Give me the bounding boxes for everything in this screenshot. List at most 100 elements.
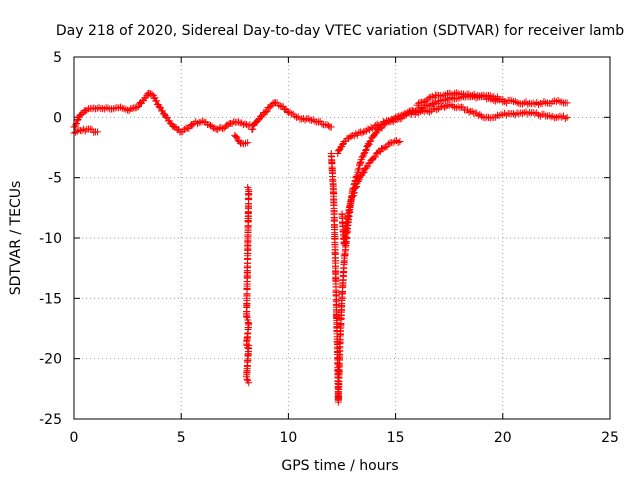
data-point [384,140,392,148]
data-point [334,150,342,158]
data-point [540,98,548,106]
data-point [444,101,452,109]
data-point [470,90,478,98]
data-point [433,99,441,107]
data-point [422,106,430,114]
data-point [527,100,535,108]
data-point [561,115,569,123]
data-point [447,101,455,109]
data-point [318,120,326,128]
data-point [511,111,519,119]
data-point [208,122,216,130]
data-point [155,102,163,110]
data-point [373,129,381,137]
data-point [238,119,246,127]
series-early-lower-track [70,125,102,137]
data-point [362,146,370,154]
data-point [243,120,251,128]
data-point [360,168,368,176]
data-point [511,97,519,105]
x-tick-label: 10 [279,430,297,446]
data-point [561,99,569,107]
data-point [394,138,402,146]
data-point [242,139,250,147]
data-point [452,89,460,97]
data-point [235,118,243,126]
data-point [215,124,223,132]
x-tick-label: 15 [387,430,405,446]
data-point [263,107,271,115]
data-point [153,97,161,105]
data-point [358,129,366,137]
series-storm-track-2 [338,137,404,248]
data-point [438,92,446,100]
data-point [422,97,430,105]
data-point [249,125,257,133]
data-point [540,110,548,118]
data-point [359,153,367,161]
data-point [143,91,151,99]
y-tick-label: -20 [39,352,62,368]
data-point [402,111,410,119]
data-point [384,116,392,124]
data-point [180,125,188,133]
data-point [551,114,559,122]
data-point [301,116,309,124]
data-point [203,120,211,128]
y-tick-label: 0 [53,110,62,126]
x-axis-label: GPS time / hours [281,458,398,474]
x-tick-label: 25 [601,430,619,446]
data-point [350,189,358,197]
data-point [376,121,384,129]
data-point [75,126,83,134]
y-axis-label: SDTVAR / TECUs [8,181,24,296]
data-point [95,104,103,112]
data-point [128,105,136,113]
data-point [364,125,372,133]
data-point [461,91,469,99]
data-point [376,148,384,156]
data-point [304,115,312,123]
data-point [406,109,414,117]
data-point [266,103,274,111]
data-point [380,144,388,152]
data-point [73,127,81,135]
data-point [321,121,329,129]
data-point [324,122,332,130]
data-point [518,109,526,117]
axis-ticks: 0 5 10 15 20 25 -25 -20 -15 -10 -5 0 5 [39,50,619,446]
data-point [357,158,365,166]
y-tick-label: 5 [53,50,62,66]
data-point [257,112,265,120]
data-point [360,149,368,157]
data-point [371,153,379,161]
data-point [529,99,537,107]
data-point [474,112,482,120]
series-storm-track-3 [334,101,571,158]
data-point [72,121,80,129]
data-point [431,98,439,106]
data-point [346,133,354,141]
data-point [348,193,356,201]
data-point [352,130,360,138]
data-point [308,116,316,124]
data-point [116,103,124,111]
data-point [160,110,168,118]
data-point [513,98,521,106]
y-tick-label: -5 [48,171,62,187]
data-point [502,111,510,119]
data-point [535,111,543,119]
data-point [151,94,159,102]
data-point [554,96,562,104]
data-point [535,100,543,108]
data-point [431,105,439,113]
data-point [275,101,283,109]
data-point [549,98,557,106]
data-point [547,99,555,107]
chart-title: Day 218 of 2020, Sidereal Day-to-day VTE… [56,23,624,39]
data-point [508,97,516,105]
data-point [109,105,117,113]
data-point [547,113,555,121]
data-point [492,95,500,103]
data-point [508,110,516,118]
